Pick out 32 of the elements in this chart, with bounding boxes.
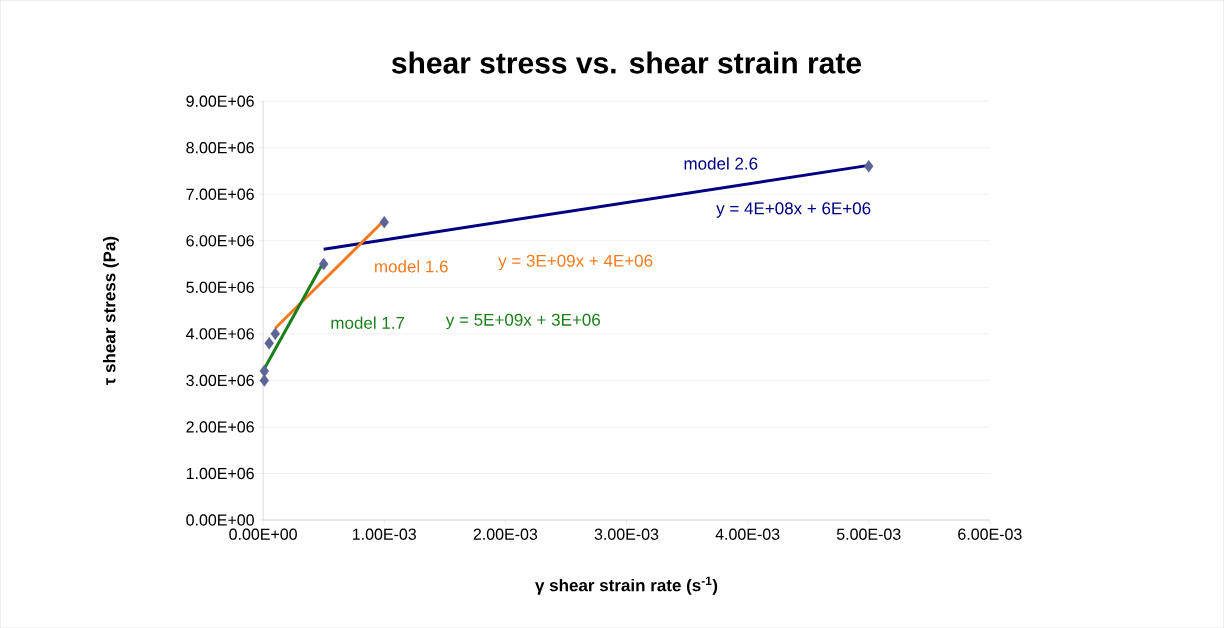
annotation: y = 3E+09x + 4E+06: [498, 254, 653, 271]
point: [318, 257, 329, 271]
annotation: y = 4E+08x + 6E+06: [716, 202, 871, 218]
x-tick-label: 5.00E-03: [836, 528, 901, 540]
point: [270, 327, 280, 340]
x-axis-title: γ shear strain rate (s$^{-1}$): [535, 576, 718, 595]
point: [259, 364, 270, 378]
series-label: model 2.6: [684, 157, 758, 170]
point: [379, 215, 389, 229]
y-tick-label: 0.00E+00: [186, 514, 254, 526]
y-tick-label: 8.00E+06: [186, 141, 254, 154]
x-tick-label: 3.00E-03: [594, 528, 659, 540]
x-tick-label: 2.00E-03: [473, 528, 538, 540]
series-label: model 1.7: [331, 316, 405, 329]
point: [264, 336, 274, 350]
chart-title: shear stress vs. shear strain rate: [391, 51, 861, 74]
y-tick-label: 1.00E+06: [186, 467, 254, 480]
x-tick-label: 6.00E-03: [958, 528, 1022, 540]
annotation: y = 5E+09x + 3E+06: [445, 313, 601, 330]
y-tick-label: 6.00E+06: [186, 235, 254, 247]
x-tick-label: 0.00E+00: [229, 528, 297, 540]
y-tick-label: 9.00E+06: [186, 95, 254, 107]
y-tick-label: 2.00E+06: [186, 421, 254, 433]
point: [864, 160, 874, 173]
x-tick-label: 1.00E-03: [353, 528, 416, 540]
y-tick-label: 3.00E+06: [186, 374, 254, 386]
y-tick-label: 4.00E+06: [186, 328, 254, 340]
y-tick-label: 7.00E+06: [186, 188, 254, 200]
series-label: model 1.6: [375, 259, 448, 273]
y-tick-label: 5.00E+06: [186, 281, 254, 293]
y-axis-title: τ shear stress (Pa): [102, 236, 119, 385]
x-tick-label: 4.00E-03: [715, 528, 780, 540]
